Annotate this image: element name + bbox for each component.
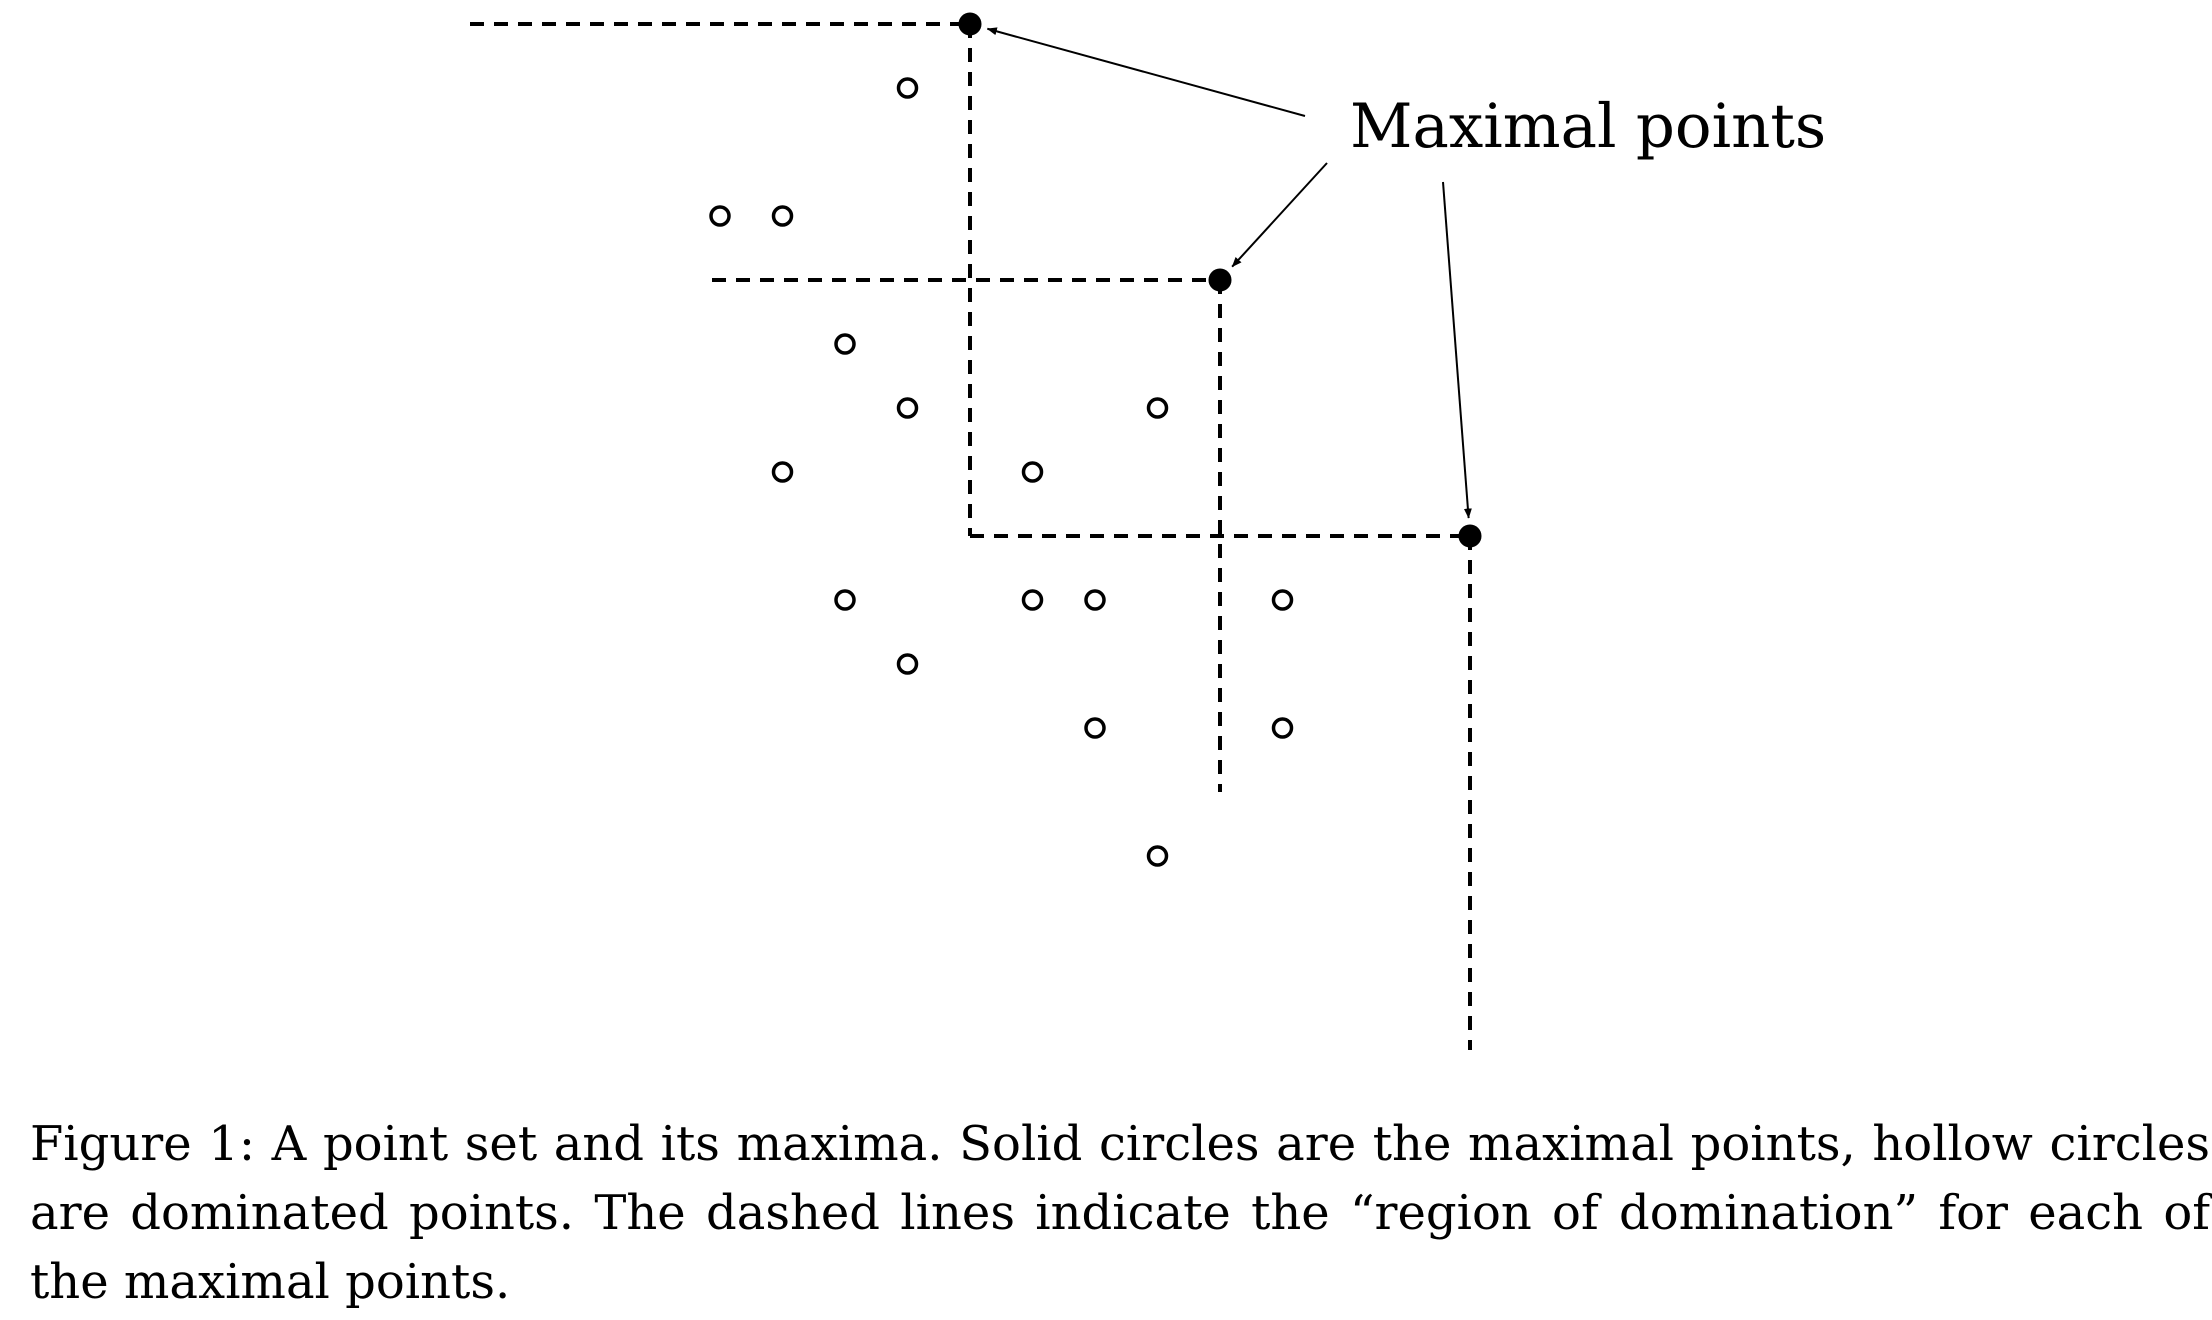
dominated-point [1271, 589, 1294, 611]
dominated-point [896, 653, 919, 675]
domination-lines [470, 22, 1472, 1050]
dominated-point [1021, 589, 1044, 611]
annotation-arrows [986, 27, 1472, 519]
maxima-figure: Maximal points [470, 12, 1826, 1050]
dominated-point [896, 397, 919, 419]
annotation-arrow [1442, 181, 1472, 519]
dominated-point [1021, 461, 1044, 483]
dominated-point [1084, 717, 1106, 739]
maximal-points-label: Maximal points [1350, 91, 1826, 162]
dominated-point [896, 77, 919, 99]
maximal-point [1458, 524, 1482, 548]
dominated-point [834, 333, 856, 355]
annotation-arrow [1231, 162, 1328, 268]
dominated-point [1271, 717, 1294, 739]
dominated-point [771, 205, 794, 227]
point-set [709, 12, 1482, 867]
maximal-point [1208, 268, 1232, 292]
figure-caption: Figure 1: A point set and its maxima. So… [30, 1116, 2210, 1310]
dominated-point [1146, 845, 1169, 867]
dominated-point [834, 589, 856, 611]
dominated-point [709, 205, 731, 227]
annotation-arrow [986, 27, 1306, 117]
dominated-point [1146, 397, 1169, 419]
dominated-point [1084, 589, 1106, 611]
maximal-point [958, 12, 982, 36]
dominated-point [771, 461, 794, 483]
